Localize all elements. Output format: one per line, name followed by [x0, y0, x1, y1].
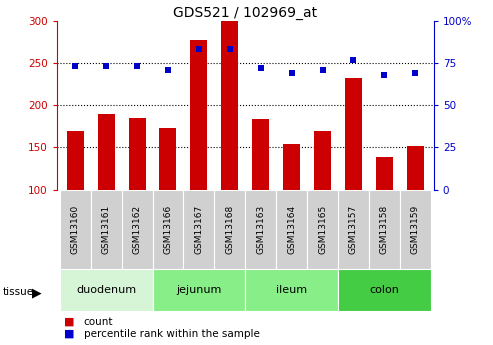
Text: GSM13163: GSM13163 — [256, 205, 265, 254]
Bar — [369, 190, 400, 269]
Text: jejunum: jejunum — [176, 285, 221, 295]
Bar — [221, 19, 238, 190]
Text: GSM13167: GSM13167 — [194, 205, 204, 254]
Bar — [283, 144, 300, 190]
Bar — [129, 118, 145, 190]
Text: ▶: ▶ — [32, 286, 42, 299]
Bar — [252, 119, 269, 190]
Bar — [98, 114, 115, 190]
Bar — [152, 190, 183, 269]
Point — [350, 57, 357, 62]
Text: GSM13159: GSM13159 — [411, 205, 420, 254]
Point — [226, 47, 234, 52]
Point — [288, 70, 296, 76]
Bar — [183, 190, 214, 269]
Text: GSM13164: GSM13164 — [287, 205, 296, 254]
Text: GSM13162: GSM13162 — [133, 205, 141, 254]
Point — [257, 65, 265, 71]
Bar — [276, 190, 307, 269]
Bar — [407, 146, 424, 190]
Point — [195, 47, 203, 52]
Bar — [307, 190, 338, 269]
Bar — [67, 131, 84, 190]
Bar — [159, 128, 176, 190]
Bar — [245, 269, 338, 310]
Text: GSM13166: GSM13166 — [164, 205, 173, 254]
Bar — [214, 190, 245, 269]
Bar — [376, 157, 393, 190]
Bar — [91, 190, 122, 269]
Bar — [338, 190, 369, 269]
Point — [133, 63, 141, 69]
Text: GSM13161: GSM13161 — [102, 205, 110, 254]
Bar — [122, 190, 152, 269]
Bar — [60, 190, 91, 269]
Text: colon: colon — [369, 285, 399, 295]
Bar — [152, 269, 246, 310]
Text: duodenum: duodenum — [76, 285, 136, 295]
Point — [164, 67, 172, 72]
Point — [71, 63, 79, 69]
Title: GDS521 / 102969_at: GDS521 / 102969_at — [173, 6, 317, 20]
Text: GSM13165: GSM13165 — [318, 205, 327, 254]
Bar — [60, 269, 152, 310]
Point — [411, 70, 419, 76]
Text: ■: ■ — [64, 329, 74, 339]
Text: ■: ■ — [64, 317, 74, 326]
Text: percentile rank within the sample: percentile rank within the sample — [84, 329, 260, 339]
Text: GSM13158: GSM13158 — [380, 205, 389, 254]
Bar — [338, 269, 431, 310]
Bar — [314, 131, 331, 190]
Bar — [190, 40, 208, 190]
Bar — [345, 78, 362, 190]
Bar — [400, 190, 431, 269]
Text: tissue: tissue — [2, 287, 34, 296]
Text: GSM13160: GSM13160 — [70, 205, 80, 254]
Text: ileum: ileum — [276, 285, 307, 295]
Point — [102, 63, 110, 69]
Text: count: count — [84, 317, 113, 326]
Point — [318, 67, 326, 72]
Bar — [245, 190, 276, 269]
Text: GSM13157: GSM13157 — [349, 205, 358, 254]
Point — [381, 72, 388, 78]
Text: GSM13168: GSM13168 — [225, 205, 234, 254]
